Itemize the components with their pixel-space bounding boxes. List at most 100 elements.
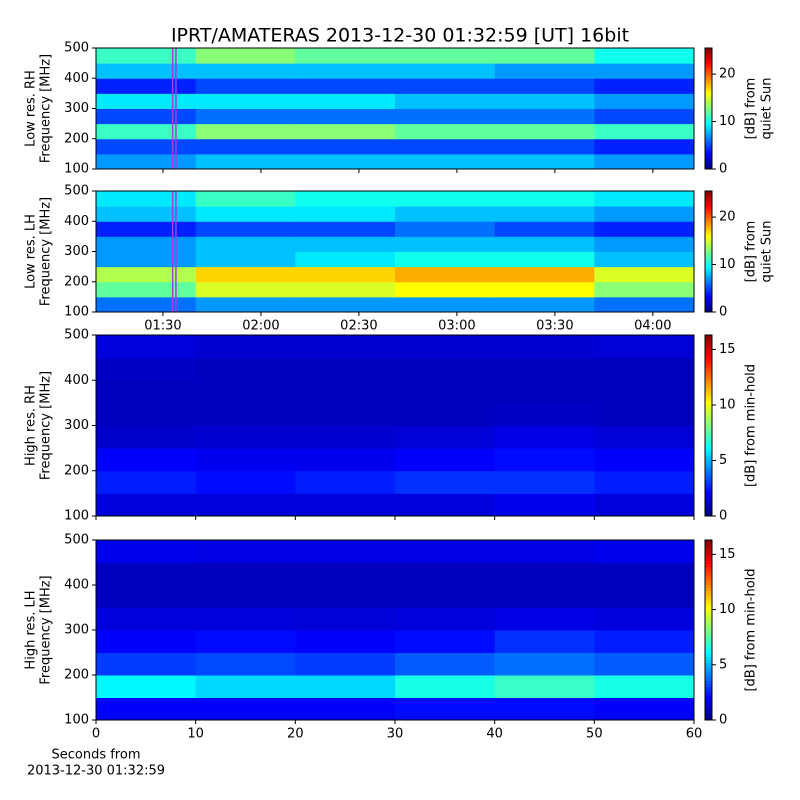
heatmap-cell bbox=[295, 585, 396, 608]
y-axis-label: Frequency [MHz] bbox=[39, 54, 54, 163]
colorbar-step bbox=[705, 597, 712, 601]
heatmap-cell bbox=[96, 470, 197, 494]
colorbar-step bbox=[705, 307, 712, 311]
colorbar-step bbox=[705, 398, 712, 402]
heatmap-cell bbox=[195, 357, 296, 381]
y-tick-label: 300 bbox=[64, 418, 89, 433]
heatmap-cell bbox=[295, 123, 396, 140]
colorbar-label: quiet Sun bbox=[760, 220, 775, 282]
colorbar-tick-label: 0 bbox=[719, 305, 727, 320]
heatmap-cell bbox=[395, 153, 496, 170]
colorbar-step bbox=[705, 485, 712, 490]
colorbar-step bbox=[705, 657, 712, 661]
heatmap-cell bbox=[395, 470, 496, 494]
colorbar-step bbox=[705, 78, 712, 81]
heatmap-cell bbox=[96, 335, 197, 359]
heatmap-cell bbox=[295, 93, 396, 109]
heatmap-cell bbox=[594, 108, 695, 125]
heatmap-cell bbox=[395, 78, 496, 94]
colorbar-step bbox=[705, 561, 712, 565]
colorbar-step bbox=[705, 62, 712, 65]
colorbar-step bbox=[705, 215, 712, 218]
colorbar-step bbox=[705, 283, 712, 287]
heatmap-cell bbox=[494, 266, 595, 283]
y-tick-label: 100 bbox=[64, 305, 89, 320]
heatmap-cell bbox=[494, 138, 595, 155]
heatmap-cell bbox=[96, 402, 197, 426]
heatmap-cell bbox=[195, 206, 296, 222]
colorbar-step bbox=[705, 335, 712, 339]
colorbar-step bbox=[705, 102, 712, 105]
heatmap-cell bbox=[295, 675, 396, 698]
heatmap-cell bbox=[295, 251, 396, 268]
colorbar-step bbox=[705, 142, 712, 146]
heatmap-cell bbox=[195, 221, 296, 237]
heatmap-cell bbox=[295, 448, 396, 472]
colorbar-step bbox=[705, 50, 712, 53]
colorbar-step bbox=[705, 678, 712, 682]
colorbar-step bbox=[705, 156, 712, 160]
colorbar-step bbox=[705, 464, 712, 469]
heatmap-cell bbox=[295, 108, 396, 125]
heatmap-cell bbox=[594, 585, 695, 608]
colorbar-step bbox=[705, 114, 712, 118]
heatmap-cell bbox=[594, 266, 695, 283]
heatmap-cell bbox=[96, 357, 197, 381]
heatmap-cell bbox=[195, 607, 296, 631]
colorbar-step bbox=[705, 281, 712, 285]
heatmap-cell bbox=[395, 562, 496, 586]
heatmap-cell bbox=[395, 236, 496, 252]
colorbar-step bbox=[705, 368, 712, 372]
colorbar-step bbox=[705, 120, 712, 124]
x-axis-label: Seconds from bbox=[51, 748, 140, 763]
colorbar-step bbox=[705, 223, 712, 226]
colorbar-step bbox=[705, 452, 712, 457]
y-tick-label: 500 bbox=[64, 184, 89, 199]
colorbar-step bbox=[705, 235, 712, 238]
heatmap-cell bbox=[195, 138, 296, 155]
heatmap-cell bbox=[594, 251, 695, 268]
colorbar-tick-label: 20 bbox=[719, 67, 736, 82]
heatmap-cell bbox=[96, 281, 197, 298]
colorbar-frame bbox=[704, 190, 713, 313]
heatmap-cell bbox=[96, 138, 197, 155]
heatmap-cell bbox=[295, 425, 396, 449]
y-tick-label: 400 bbox=[64, 71, 89, 86]
colorbar-step bbox=[705, 416, 712, 420]
heatmap-cell bbox=[594, 402, 695, 426]
colorbar-step bbox=[705, 255, 712, 259]
colorbar-step bbox=[705, 603, 712, 607]
colorbar-step bbox=[705, 639, 712, 643]
heatmap-cell bbox=[395, 540, 496, 563]
colorbar-step bbox=[705, 122, 712, 126]
colorbar-step bbox=[705, 144, 712, 148]
colorbar-step bbox=[705, 166, 712, 170]
heatmap-cell bbox=[594, 281, 695, 298]
colorbar-step bbox=[705, 540, 712, 544]
colorbar-tick-label: 0 bbox=[719, 509, 727, 524]
colorbar-step bbox=[705, 100, 712, 103]
colorbar-step bbox=[705, 211, 712, 214]
colorbar-step bbox=[705, 130, 712, 134]
heatmap-cell bbox=[494, 63, 595, 79]
colorbar-step bbox=[705, 497, 712, 502]
colorbar-step bbox=[705, 241, 712, 244]
heatmap-cell bbox=[96, 652, 197, 676]
colorbar-step bbox=[705, 233, 712, 236]
colorbar-step bbox=[705, 128, 712, 132]
colorbar-tick-label: 0 bbox=[719, 713, 727, 728]
heatmap-cell bbox=[96, 63, 197, 79]
colorbar-tick-label: 10 bbox=[719, 257, 736, 272]
heatmap-cell bbox=[295, 470, 396, 494]
heatmap-cell bbox=[594, 236, 695, 252]
colorbar-step bbox=[705, 203, 712, 206]
colorbar-step bbox=[705, 138, 712, 142]
heatmap-cell bbox=[395, 281, 496, 298]
colorbar-step bbox=[705, 132, 712, 136]
colorbar-step bbox=[705, 48, 712, 51]
colorbar-step bbox=[705, 567, 712, 571]
colorbar-step bbox=[705, 407, 712, 411]
colorbar-step bbox=[705, 263, 712, 267]
heatmap-cell bbox=[295, 281, 396, 298]
colorbar-step bbox=[705, 711, 712, 715]
